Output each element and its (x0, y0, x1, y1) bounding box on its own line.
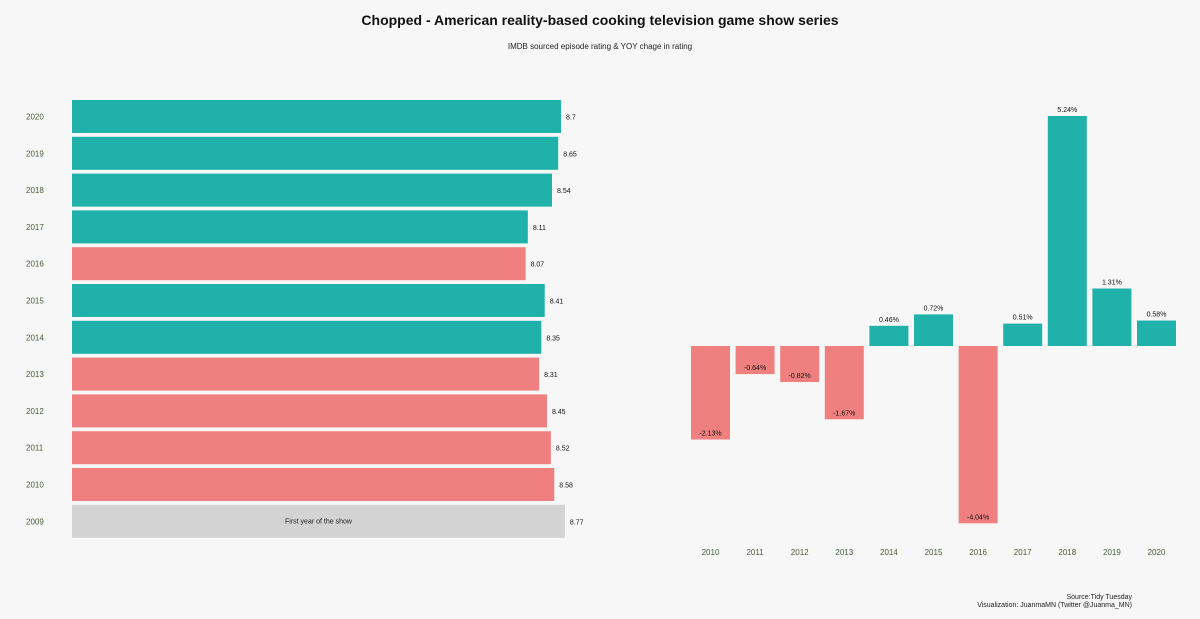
rating-value-label: 8.41 (550, 299, 564, 306)
yoy-bar (1003, 323, 1043, 346)
yoy-bar (1137, 320, 1176, 346)
rating-bar (72, 468, 555, 501)
yoy-year-tick-label: 2016 (969, 548, 987, 557)
chart-subtitle: IMDB sourced episode rating & YOY chage … (507, 42, 693, 51)
rating-bar (72, 136, 559, 170)
rating-value-label: 8.52 (556, 446, 570, 453)
year-tick-label: 2010 (26, 481, 44, 490)
rating-value-label: 8.35 (546, 335, 560, 342)
rating-value-label: 8.07 (531, 262, 545, 269)
yoy-value-label: 5.24% (1057, 107, 1077, 114)
rating-bar (72, 320, 542, 354)
yoy-value-label: 0.46% (879, 317, 899, 324)
yoy-year-tick-label: 2017 (1014, 548, 1032, 557)
rating-bar (72, 100, 561, 133)
year-tick-label: 2014 (26, 333, 44, 342)
yoy-year-tick-label: 2014 (880, 548, 898, 557)
yoy-value-label: 0.51% (1013, 315, 1033, 322)
first-year-annotation: First year of the show (285, 518, 353, 525)
year-tick-label: 2016 (26, 260, 44, 269)
rating-bar (72, 173, 553, 207)
yoy-bar (958, 346, 998, 524)
year-tick-label: 2009 (26, 517, 44, 526)
year-tick-label: 2018 (26, 186, 44, 195)
yoy-value-label: -2.13% (699, 430, 721, 437)
yoy-year-tick-label: 2011 (746, 548, 764, 557)
yoy-year-tick-label: 2020 (1148, 548, 1166, 557)
rating-bar (72, 504, 565, 538)
rating-bar (72, 357, 540, 391)
rating-bar (72, 247, 526, 281)
yoy-year-tick-label: 2018 (1058, 548, 1076, 557)
credit-caption: Visualization: JuanmaMN (Twitter @Juanma… (977, 602, 1132, 609)
yoy-bar (691, 346, 730, 440)
yoy-bar (824, 346, 864, 420)
yoy-year-tick-label: 2012 (791, 548, 809, 557)
rating-value-label: 8.31 (544, 372, 558, 379)
yoy-bar (1047, 116, 1087, 346)
year-tick-label: 2015 (26, 297, 44, 306)
yoy-bar (914, 314, 953, 346)
yoy-value-label: -1.67% (833, 410, 855, 417)
rating-value-label: 8.58 (559, 483, 573, 490)
chart-caption: Source:Tidy Tuesday Visualization: Juanm… (977, 594, 1132, 610)
yoy-value-label: 0.72% (924, 305, 944, 312)
yoy-year-tick-label: 2013 (835, 548, 853, 557)
chart-title: Chopped - American reality-based cooking… (361, 12, 839, 28)
yoy-bar (869, 325, 909, 346)
rating-value-label: 8.65 (563, 151, 577, 158)
source-caption: Source:Tidy Tuesday (1066, 594, 1133, 601)
yoy-value-label: -0.82% (789, 373, 811, 380)
year-tick-label: 2019 (26, 149, 44, 158)
year-tick-label: 2011 (26, 444, 44, 453)
year-tick-label: 2017 (26, 223, 44, 232)
year-tick-label: 2013 (26, 370, 44, 379)
yoy-value-label: 1.31% (1102, 280, 1122, 287)
rating-value-label: 8.45 (552, 409, 566, 416)
yoy-value-label: 0.58% (1147, 312, 1167, 319)
yoy-year-tick-label: 2015 (925, 548, 943, 557)
yoy-bar (780, 346, 820, 382)
yoy-value-label: -4.04% (967, 514, 989, 521)
year-tick-label: 2012 (26, 407, 44, 416)
rating-value-label: 8.7 (566, 115, 576, 122)
rating-value-label: 8.54 (557, 188, 571, 195)
yoy-value-label: -0.64% (744, 365, 766, 372)
rating-bar (72, 210, 528, 244)
yoy-year-tick-label: 2019 (1103, 548, 1121, 557)
yoy-bar (1092, 288, 1132, 346)
year-tick-label: 2020 (26, 113, 44, 122)
rating-value-label: 8.11 (533, 225, 546, 232)
yoy-bar (735, 346, 775, 375)
rating-bar (72, 431, 551, 465)
rating-bar (72, 394, 547, 428)
yoy-year-tick-label: 2010 (702, 548, 720, 557)
rating-bar (72, 284, 545, 317)
rating-value-label: 8.77 (570, 519, 584, 526)
